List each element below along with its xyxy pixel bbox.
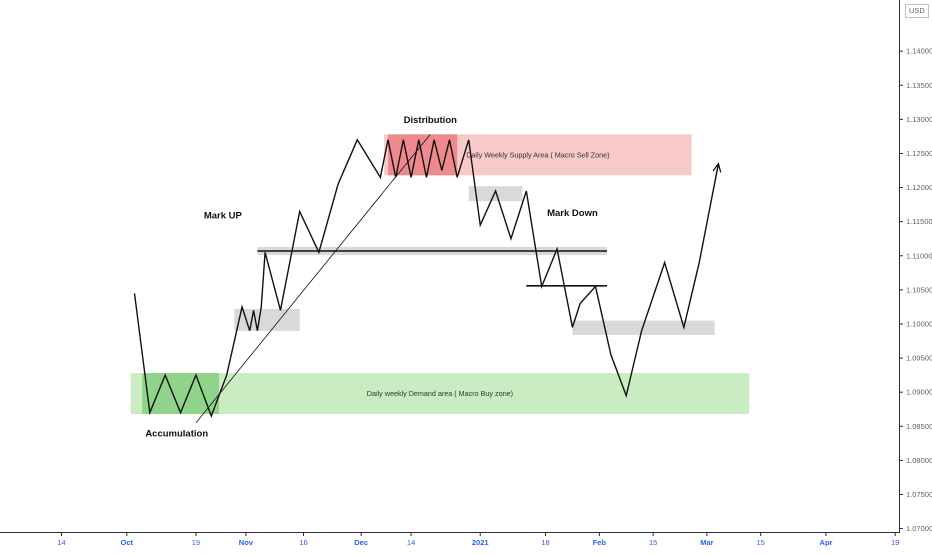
- annotation-2: Mark Down: [547, 208, 598, 219]
- zone-supply-dark-2[interactable]: [388, 134, 457, 175]
- zones-layer: Daily Weekly Supply Area ( Macro Sell Zo…: [131, 134, 750, 414]
- price-tick-label: 1.08500: [906, 422, 932, 431]
- time-tick-label: 2021: [472, 538, 489, 547]
- time-axis[interactable]: 14 Oct 19 Nov 16 Dec 14 2021 18 Feb 15 Mar 15 Apr 19: [0, 532, 900, 547]
- annotation-1: Mark UP: [204, 210, 243, 221]
- time-tick-label: Dec: [354, 538, 368, 547]
- annotation-0: Distribution: [404, 115, 457, 126]
- time-tick-label: Oct: [121, 538, 134, 547]
- time-tick-label: Nov: [239, 538, 254, 547]
- time-tick-label: 14: [57, 538, 65, 547]
- time-tick-label: 19: [891, 538, 899, 547]
- time-tick-label: 15: [649, 538, 657, 547]
- price-tick-label: 1.11000: [906, 251, 932, 260]
- price-tick-label: 1.09500: [906, 354, 932, 363]
- time-tick-label: 14: [407, 538, 415, 547]
- price-tick-label: 1.14000: [906, 47, 932, 56]
- time-tick-label: Apr: [820, 538, 833, 547]
- price-tick-label: 1.12500: [906, 149, 932, 158]
- price-tick-label: 1.09000: [906, 388, 932, 397]
- zone-label-1: Daily weekly Demand area ( Macro Buy zon…: [367, 389, 513, 398]
- price-tick-label: 1.07500: [906, 490, 932, 499]
- zone-grey-7[interactable]: [572, 321, 714, 335]
- currency-badge[interactable]: USD: [905, 4, 929, 18]
- price-tick-label: 1.08000: [906, 456, 932, 465]
- price-axis[interactable]: 1.14000 1.13500 1.13000 1.12500 1.12000 1.115…: [899, 0, 932, 533]
- time-tick-label: Mar: [700, 538, 713, 547]
- time-tick-label: 16: [299, 538, 307, 547]
- currency-label: USD: [909, 6, 925, 15]
- time-tick-label: 15: [757, 538, 765, 547]
- time-tick-label: 19: [192, 538, 200, 547]
- price-tick-label: 1.13000: [906, 115, 932, 124]
- price-tick-label: 1.10500: [906, 285, 932, 294]
- time-tick-label: Feb: [593, 538, 607, 547]
- zone-label-0: Daily Weekly Supply Area ( Macro Sell Zo…: [466, 150, 609, 159]
- time-tick-label: 18: [541, 538, 549, 547]
- price-tick-label: 1.07000: [906, 524, 932, 533]
- price-tick-label: 1.10000: [906, 319, 932, 328]
- price-tick-label: 1.12000: [906, 183, 932, 192]
- annotation-3: Accumulation: [145, 429, 208, 440]
- price-tick-label: 1.11500: [906, 217, 932, 226]
- zone-demand-dark-3[interactable]: [142, 373, 219, 414]
- price-tick-label: 1.13500: [906, 81, 932, 90]
